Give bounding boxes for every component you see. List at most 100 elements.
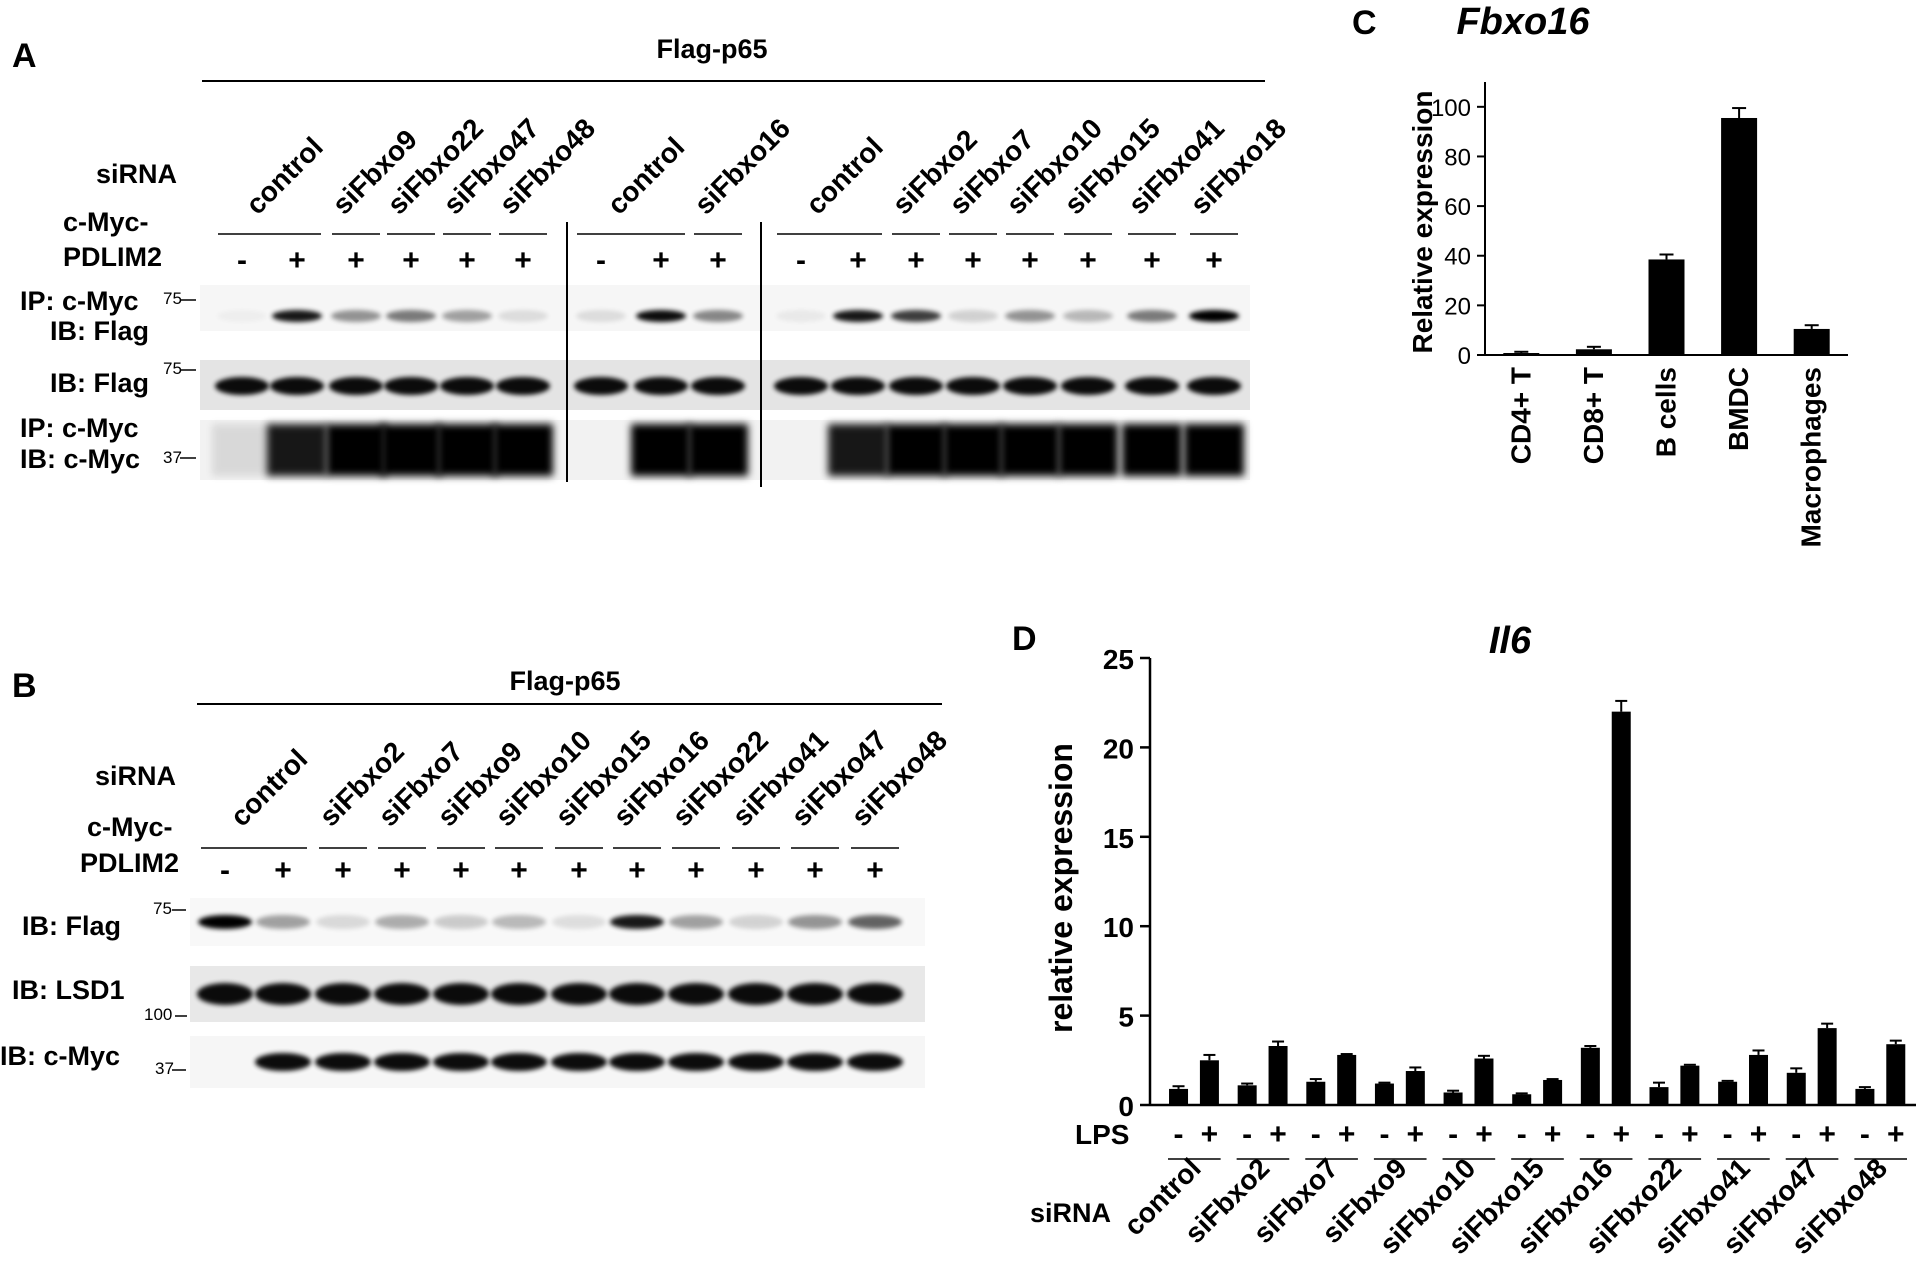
panel-b-band-myc — [609, 1053, 665, 1071]
chart-d-bar — [1374, 1083, 1394, 1105]
panel-b-row3-label: IB: c-Myc — [0, 1041, 120, 1071]
panel-a-lane-sign: + — [964, 244, 982, 277]
chart-d-bar — [1169, 1088, 1189, 1105]
panel-a-row3-line1: IP: c-Myc — [20, 413, 139, 443]
chart-d-bar — [1649, 1087, 1669, 1105]
panel-b-band-flag — [552, 915, 606, 929]
panel-a-lane-sign: + — [347, 244, 365, 277]
panel-b-row2-label: IB: LSD1 — [12, 975, 125, 1005]
chart-d-ylabel: relative expression — [1043, 743, 1079, 1033]
panel-b-band-myc — [847, 1053, 903, 1071]
chart-d-bar — [1886, 1044, 1906, 1105]
chart-c-category-label: BMDC — [1723, 367, 1754, 451]
panel-a-band-myc — [381, 424, 441, 476]
panel-a-band-ip-flag — [833, 310, 883, 322]
chart-d-lps-sign: + — [1887, 1118, 1905, 1151]
panel-a-band-myc — [1000, 424, 1060, 476]
panel-a-band-ip-flag — [1063, 310, 1113, 322]
panel-b-lane-sign: + — [393, 854, 411, 887]
panel-a-band-flag — [774, 377, 828, 395]
chart-d-lps-sign: - — [1311, 1118, 1321, 1151]
panel-a-band-flag — [215, 377, 269, 395]
chart-c-bar — [1793, 328, 1830, 355]
panel-b-blots — [190, 898, 925, 1088]
panel-a-band-ip-flag — [891, 310, 941, 322]
panel-a-band-myc — [1058, 424, 1118, 476]
chart-d-lps-sign: + — [1818, 1118, 1836, 1151]
panel-b-bands — [197, 915, 903, 1071]
panel-b-band-flag — [434, 915, 488, 929]
panel-b-band-myc — [374, 1053, 430, 1071]
panel-a-lane-label: control — [601, 131, 690, 220]
panel-b-myc-label: c-Myc- — [87, 812, 173, 842]
chart-d-bar — [1680, 1065, 1700, 1105]
panel-a-band-myc — [212, 424, 272, 476]
panel-a-band-ip-flag — [272, 310, 322, 322]
panel-a-lane-sign: + — [849, 244, 867, 277]
chart-d-bar — [1512, 1094, 1532, 1105]
panel-b-band-myc — [551, 1053, 607, 1071]
chart-c-ytick-label: 40 — [1444, 244, 1471, 271]
panel-b-sirna-label: siRNA — [95, 761, 176, 791]
panel-b-band-lsd1 — [197, 983, 253, 1005]
panel-a-band-ip-flag — [1005, 310, 1055, 322]
panel-a-band-flag — [1061, 377, 1115, 395]
panel-a-lane-sign: + — [1021, 244, 1039, 277]
panel-a-band-flag — [691, 377, 745, 395]
panel-a-blot1-bg — [200, 285, 1250, 331]
panel-a-row3-marker: 37 — [163, 448, 182, 467]
panel-a-band-flag — [1125, 377, 1179, 395]
panel-a-band-ip-flag — [386, 310, 436, 322]
panel-a-header: Flag-p65 — [656, 34, 767, 64]
chart-c-bar — [1648, 259, 1685, 355]
panel-b-row2-marker: 100 — [144, 1005, 172, 1024]
chart-d-lps-sign: + — [1544, 1118, 1562, 1151]
panel-a-band-flag — [889, 377, 943, 395]
chart-d-bar — [1306, 1081, 1326, 1105]
chart-c-plot: 0 20 40 60 80 100 CD4+ T CD8+ T B cells BMDC Macro… — [1431, 82, 1848, 548]
panel-b-band-flag — [610, 915, 664, 929]
panel-a-lane-sign: + — [709, 244, 727, 277]
chart-c-bar — [1575, 349, 1612, 355]
panel-a-band-myc — [631, 424, 691, 476]
panel-a-row3-line2: IB: c-Myc — [20, 444, 140, 474]
panel-a-lane-label: control — [800, 131, 889, 220]
chart-d-bar — [1580, 1047, 1600, 1105]
chart-d-ytick-label: 15 — [1103, 823, 1134, 854]
chart-d-bar — [1199, 1060, 1219, 1105]
panel-a-band-flag — [574, 377, 628, 395]
panel-b-header: Flag-p65 — [509, 666, 620, 696]
panel-a-band-ip-flag — [442, 310, 492, 322]
panel-a-lane-label: control — [240, 131, 329, 220]
panel-a-band-myc — [688, 424, 748, 476]
chart-d-bar — [1611, 711, 1631, 1105]
panel-b-band-lsd1 — [551, 983, 607, 1005]
panel-a-lanes: control- +siFbxo9+siFbxo22+siFbxo47+siFbx… — [218, 112, 1292, 277]
chart-d-bar — [1718, 1081, 1738, 1105]
panel-a-band-ip-flag — [1189, 310, 1239, 322]
panel-b-band-lsd1 — [847, 983, 903, 1005]
chart-d-bar — [1405, 1071, 1425, 1105]
panel-a-lane-sign: + — [458, 244, 476, 277]
panel-a-row2-marker: 75 — [163, 359, 182, 378]
panel-a-band-flag — [1187, 377, 1241, 395]
chart-d-lps-sign: + — [1407, 1118, 1425, 1151]
chart-c-category-label: Macrophages — [1796, 367, 1827, 548]
panel-a-row1-marker: 75 — [163, 289, 182, 308]
panel-a-band-ip-flag — [776, 310, 826, 322]
panel-b-pdlim2-label: PDLIM2 — [80, 848, 179, 878]
panel-a-row1-line2: IB: Flag — [50, 316, 149, 346]
chart-c-ytick-label: 80 — [1444, 144, 1471, 171]
panel-a-band-myc — [943, 424, 1003, 476]
chart-d-ytick-label: 25 — [1103, 644, 1134, 675]
panel-a-pdlim2-label: PDLIM2 — [63, 242, 162, 272]
panel-a-lane-sign: + — [402, 244, 420, 277]
panel-b-lane-sign: + — [628, 854, 646, 887]
panel-b-lanes: control- +siFbxo2+siFbxo7+siFbxo9+siFbxo1… — [201, 724, 953, 887]
panel-b-band-lsd1 — [433, 983, 489, 1005]
panel-c-letter: C — [1352, 4, 1377, 42]
panel-b-band-myc — [255, 1053, 311, 1071]
panel-a-band-ip-flag — [1127, 310, 1177, 322]
panel-a-lane-sign: + — [514, 244, 532, 277]
